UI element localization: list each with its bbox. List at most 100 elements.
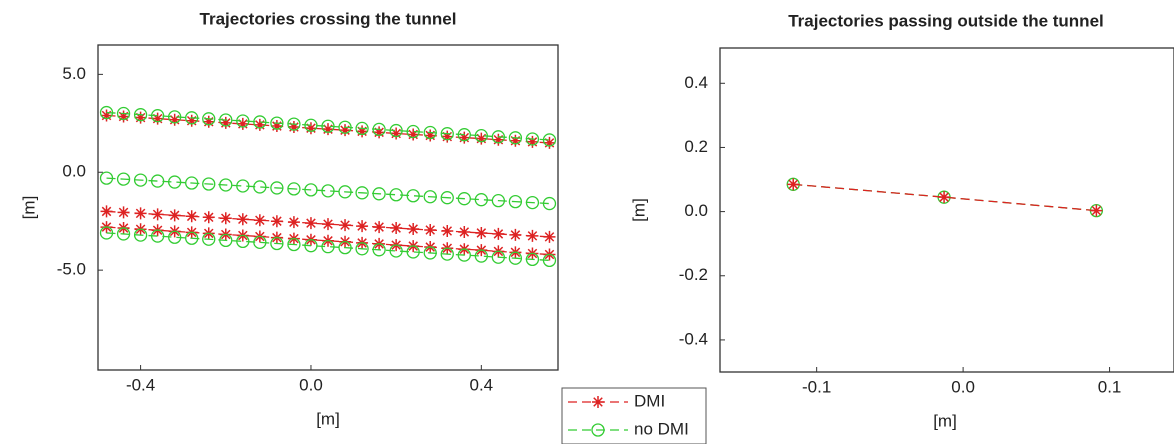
marker [372,122,386,137]
x-tick-label: 0.0 [299,375,323,394]
marker [441,130,454,143]
marker [287,182,301,196]
marker [592,396,604,408]
x-tick-label: 0.0 [951,377,975,396]
marker [509,228,522,241]
marker [543,136,556,149]
marker [441,224,454,237]
marker [133,173,148,187]
marker [117,206,130,219]
marker [219,113,233,127]
marker [787,178,800,191]
marker [491,250,506,264]
chart-title: Trajectories crossing the tunnel [200,9,457,28]
marker [168,110,182,124]
marker [423,190,437,204]
marker [168,230,182,244]
marker [321,184,335,198]
marker [355,121,369,136]
marker [100,109,113,122]
marker [202,177,216,191]
x-tick-label: 0.4 [470,375,494,394]
marker [525,195,540,210]
marker [304,118,318,132]
marker [287,117,301,131]
y-tick-label: 0.0 [684,201,708,220]
marker [322,218,334,231]
plot-frame [719,47,1174,373]
y-axis-label: [m] [629,198,648,222]
marker [202,115,215,128]
marker [339,219,352,232]
marker [185,176,199,190]
marker [423,125,437,140]
marker [270,215,283,228]
marker [458,131,471,144]
marker [508,194,523,209]
legend-label: no DMI [634,419,689,438]
marker [492,227,505,240]
plot-area [99,105,557,268]
marker [440,191,454,205]
marker [219,212,232,225]
series-line [106,177,550,205]
marker [134,111,147,124]
marker [424,224,437,237]
marker [287,121,300,134]
x-tick-label: -0.1 [802,377,831,396]
marker [390,127,403,140]
marker [236,114,250,128]
legend-label: DMI [634,391,665,410]
marker [185,114,198,127]
marker [543,230,556,243]
marker [168,113,181,126]
marker [474,249,488,263]
marker [151,208,164,221]
marker [542,133,557,147]
marker [938,191,951,204]
marker [355,242,369,256]
marker [475,226,488,239]
marker [322,123,334,136]
marker [508,131,523,145]
marker [389,188,403,202]
y-tick-label: -0.2 [679,265,708,284]
marker [591,423,605,437]
marker [339,124,352,137]
marker [542,196,557,211]
marker [202,211,215,224]
marker [304,122,317,135]
marker [491,193,506,208]
marker [356,125,369,138]
marker [236,117,249,130]
marker [372,187,386,201]
marker [542,253,557,268]
x-tick-label: 0.1 [1098,377,1122,396]
marker [236,234,250,249]
marker [390,222,403,235]
marker [202,232,216,246]
y-tick-label: 0.4 [684,73,708,92]
marker [253,235,267,249]
marker [373,221,386,234]
marker [151,112,164,125]
marker [525,252,540,267]
marker [253,214,266,227]
marker [133,228,148,242]
marker [458,225,471,238]
marker [287,237,301,252]
marker [116,172,131,186]
marker [219,233,233,248]
marker [150,229,165,243]
marker [423,246,437,260]
marker [150,109,165,123]
marker [492,133,505,146]
marker [440,127,454,141]
marker [407,223,420,236]
marker [457,248,471,262]
plot-frame [97,44,559,371]
y-axis-label: [m] [19,196,38,220]
marker [99,105,114,120]
marker [236,213,249,226]
